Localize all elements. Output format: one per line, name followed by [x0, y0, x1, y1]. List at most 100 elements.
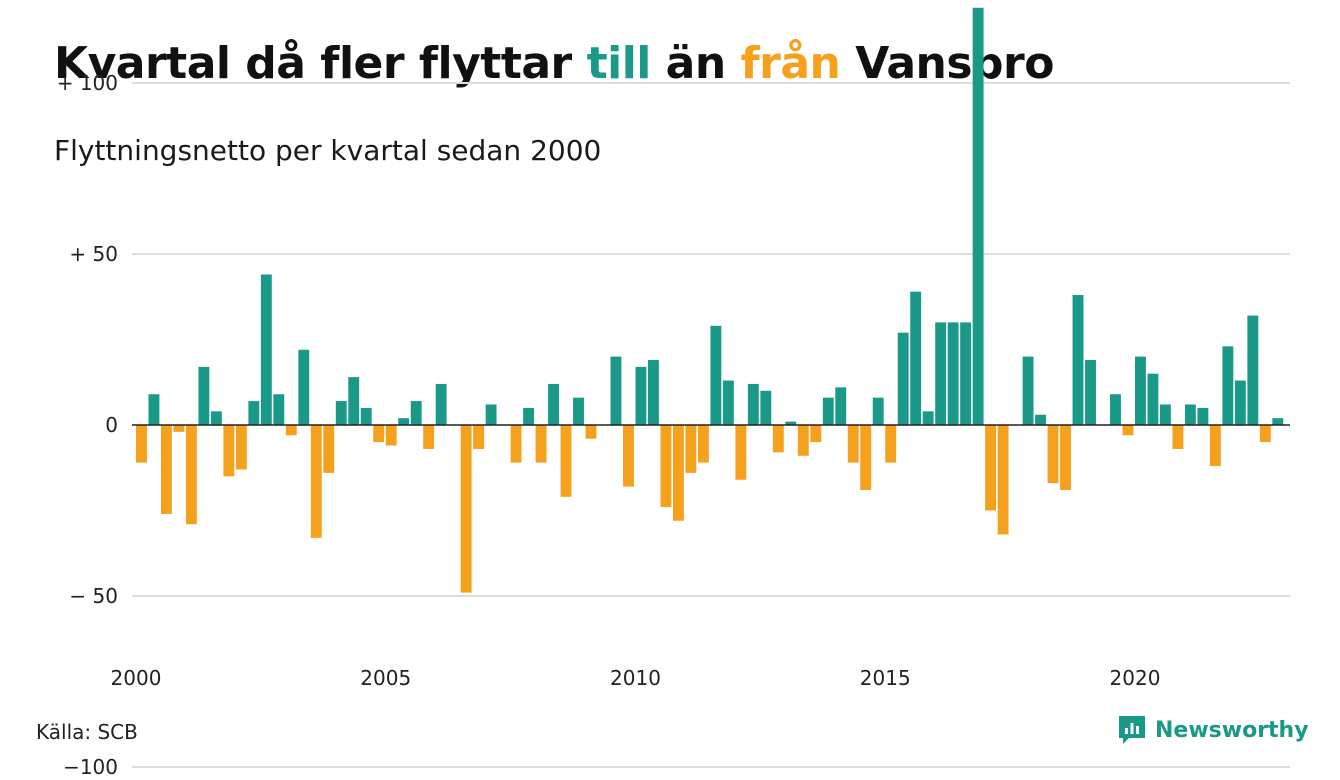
brand-logo: Newsworthy: [1117, 714, 1309, 746]
title-end: Vansbro: [840, 38, 1054, 89]
bar: [198, 366, 210, 425]
bar: [623, 425, 634, 487]
bar: [385, 425, 397, 446]
bar: [298, 349, 310, 425]
bar: [872, 397, 884, 425]
title-mid: än: [650, 38, 741, 89]
bar: [810, 425, 822, 443]
bar: [460, 425, 472, 593]
bar: [897, 332, 909, 425]
bar: [260, 274, 272, 425]
bar: [1209, 425, 1221, 467]
bar: [922, 411, 934, 425]
bar: [373, 425, 385, 443]
x-tick-label: 2010: [610, 666, 661, 690]
bar: [410, 401, 422, 425]
bar: [910, 291, 922, 425]
bar: [485, 404, 497, 425]
bar: [947, 322, 959, 425]
y-tick-label: − 50: [69, 584, 118, 608]
bar: [635, 366, 647, 425]
bar: [1172, 425, 1184, 449]
bar: [885, 425, 897, 463]
bar: [323, 425, 335, 473]
bar: [722, 380, 734, 425]
bar: [1047, 425, 1059, 484]
chart-subtitle: Flyttningsnetto per kvartal sedan 2000: [54, 134, 602, 167]
bar: [285, 425, 297, 436]
bar: [435, 383, 447, 425]
x-axis-ticks: 2000 2005 2010 2015 2020: [111, 666, 1161, 690]
x-tick-label: 2005: [360, 666, 411, 690]
bar: [360, 407, 372, 425]
bar: [173, 425, 185, 432]
gridlines: [132, 82, 1290, 768]
title-fran: från: [740, 38, 841, 89]
bar: [348, 377, 360, 425]
chart-title: Kvartal då fler flyttar till än från Van…: [54, 38, 1054, 89]
bar: [985, 425, 997, 511]
bar: [772, 425, 784, 453]
bar: [1110, 394, 1121, 425]
bar: [1135, 356, 1146, 425]
bar: [1147, 373, 1159, 425]
title-till: till: [586, 38, 652, 89]
y-tick-label: 0: [105, 413, 118, 437]
bar: [1159, 404, 1171, 425]
bar: [398, 418, 410, 425]
bar: [1035, 414, 1046, 425]
title-part-1: Kvartal då fler flyttar: [54, 38, 587, 89]
bar: [822, 397, 834, 425]
bar: [310, 425, 322, 538]
bar: [573, 397, 584, 425]
bar: [1122, 425, 1134, 436]
bar: [610, 356, 622, 425]
x-tick-label: 2020: [1110, 666, 1161, 690]
bar: [685, 425, 697, 473]
bars: [136, 7, 1284, 593]
newsworthy-logo-icon: [1119, 716, 1145, 744]
bar: [1184, 404, 1196, 425]
bar: [847, 425, 859, 463]
bar: [585, 425, 597, 439]
bar: [510, 425, 522, 463]
bar: [473, 425, 485, 449]
bar: [1197, 407, 1209, 425]
bar: [860, 425, 872, 490]
bar: [1272, 418, 1284, 425]
bar: [785, 421, 797, 425]
y-tick-label: −100: [63, 755, 118, 779]
bar: [1247, 315, 1259, 425]
bar: [423, 425, 435, 449]
bar: [185, 425, 197, 525]
bar: [672, 425, 684, 521]
source-note: Källa: SCB: [36, 720, 138, 744]
bar: [747, 383, 759, 425]
y-tick-label: + 100: [57, 71, 118, 95]
bar: [210, 411, 222, 425]
bar: [697, 425, 709, 463]
bar: [710, 325, 722, 425]
y-tick-label: + 50: [69, 242, 118, 266]
bar: [335, 401, 347, 425]
bar: [523, 407, 534, 425]
bar: [148, 394, 160, 425]
bar: [1060, 425, 1071, 490]
bar: [535, 425, 547, 463]
bar: [1234, 380, 1246, 425]
bar: [235, 425, 247, 470]
brand-name: Newsworthy: [1155, 717, 1309, 743]
bar: [647, 360, 659, 425]
bar: [273, 394, 285, 425]
x-tick-label: 2015: [860, 666, 911, 690]
bar: [136, 425, 147, 463]
bar: [660, 425, 672, 508]
bar: [160, 425, 172, 514]
bar: [1259, 425, 1271, 443]
bar: [972, 7, 984, 425]
bar: [760, 390, 772, 425]
bar: [548, 383, 559, 425]
bar: [960, 322, 972, 425]
bar: [223, 425, 235, 477]
bar: [1072, 295, 1084, 425]
